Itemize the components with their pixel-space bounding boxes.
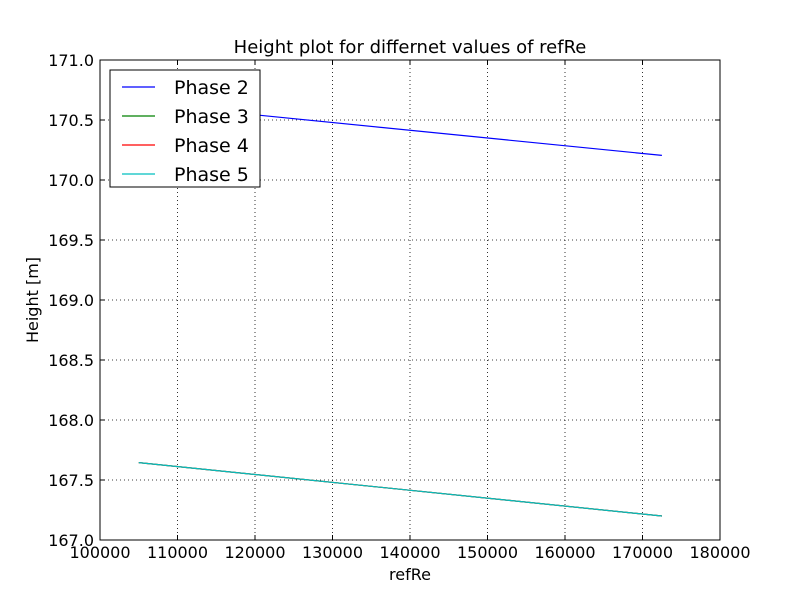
x-tick-label: 140000 xyxy=(379,543,440,562)
y-tick-label: 167.5 xyxy=(48,471,94,490)
y-tick-label: 169.5 xyxy=(48,231,94,250)
x-tick-label: 100000 xyxy=(69,543,130,562)
grid-lines xyxy=(100,60,720,540)
y-tick-label: 168.0 xyxy=(48,411,94,430)
x-tick-label: 150000 xyxy=(457,543,518,562)
y-axis-label: Height [m] xyxy=(23,257,42,343)
y-tick-label: 170.5 xyxy=(48,111,94,130)
x-axis-label: refRe xyxy=(389,565,431,584)
x-tick-label: 120000 xyxy=(224,543,285,562)
y-tick-label: 171.0 xyxy=(48,51,94,70)
series-line-phase-5 xyxy=(138,462,662,517)
legend: Phase 2 Phase 3 Phase 4 Phase 5 xyxy=(109,69,261,188)
chart-title: Height plot for differnet values of refR… xyxy=(234,37,587,58)
legend-label: Phase 2 xyxy=(174,77,249,99)
axis-ticks xyxy=(99,59,721,541)
x-tick-label: 170000 xyxy=(612,543,673,562)
legend-box xyxy=(109,69,261,188)
y-tick-labels: 167.0 167.5 168.0 168.5 169.0 169.5 170.0 170.5… xyxy=(48,51,94,550)
legend-label: Phase 5 xyxy=(174,164,249,186)
y-tick-label: 168.5 xyxy=(48,351,94,370)
x-tick-labels: 100000 110000 120000 130000 140000 150000 1600… xyxy=(69,543,750,562)
y-tick-label: 169.0 xyxy=(48,291,94,310)
legend-label: Phase 4 xyxy=(174,135,249,157)
x-tick-label: 110000 xyxy=(147,543,208,562)
x-tick-label: 130000 xyxy=(302,543,363,562)
x-tick-label: 180000 xyxy=(689,543,750,562)
x-tick-label: 160000 xyxy=(534,543,595,562)
y-tick-label: 167.0 xyxy=(48,531,94,550)
legend-label: Phase 3 xyxy=(174,106,249,128)
y-tick-label: 170.0 xyxy=(48,171,94,190)
